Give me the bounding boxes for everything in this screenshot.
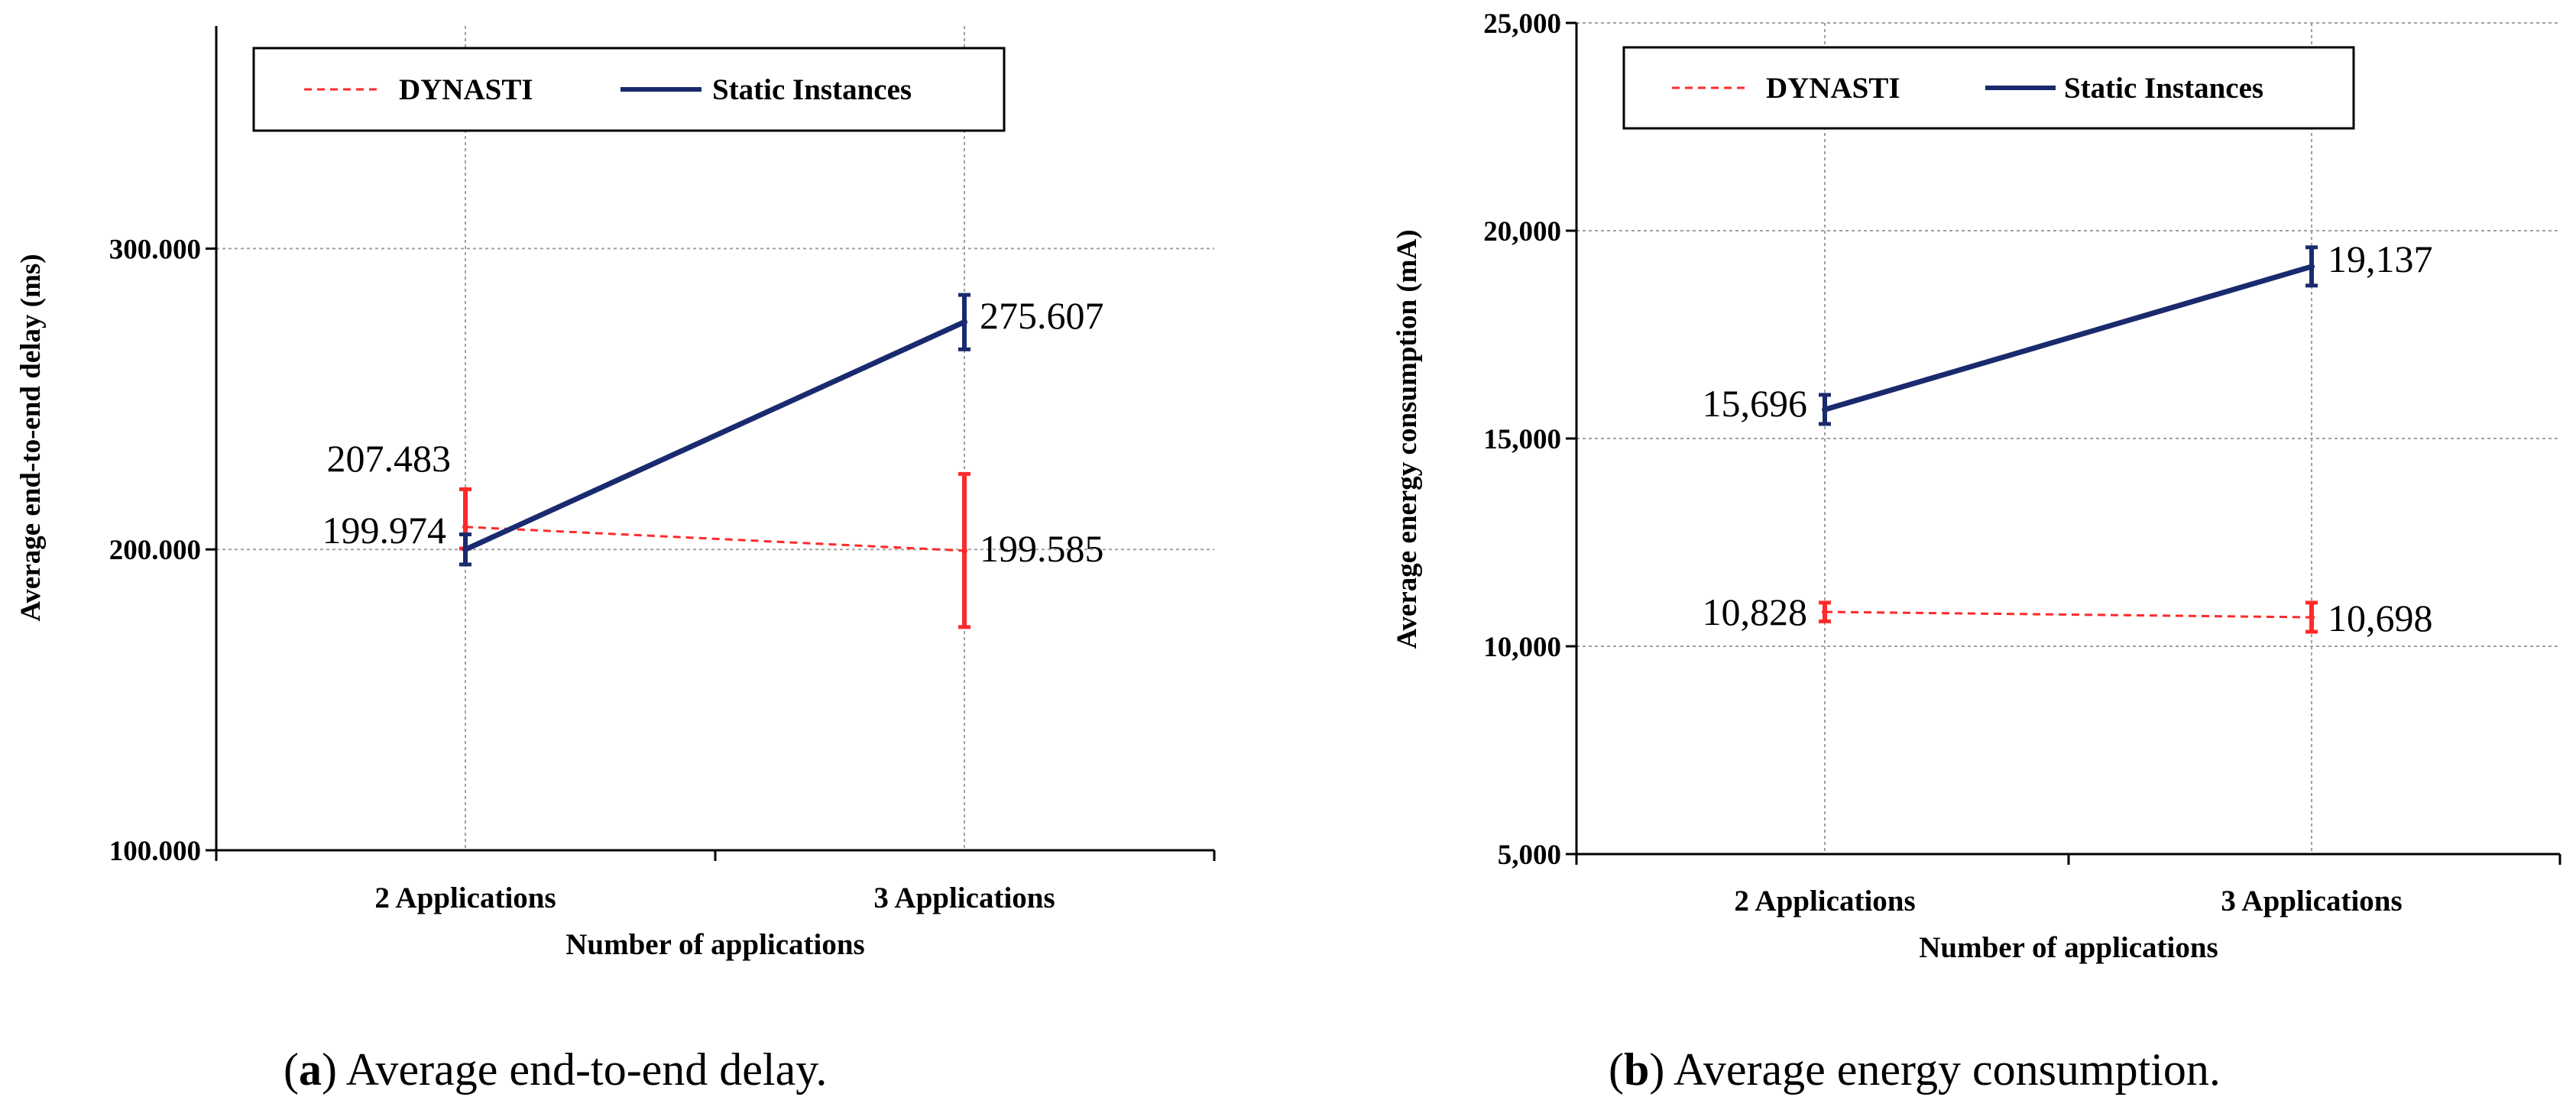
panel-b-y-tick-label: 10,000 — [1483, 632, 1561, 663]
panel-a-data-point — [961, 547, 967, 554]
panel-b-y-ticks: 5,000 10,000 15,000 20,000 25,000 — [1483, 8, 1576, 871]
panel-b-legend-dynasti-label: DYNASTI — [1766, 72, 1900, 105]
panel-b-y-tick-label: 20,000 — [1483, 216, 1561, 248]
panel-b-x-tick-label: 3 Applications — [2221, 885, 2402, 917]
panel-b-y-axis-label: Average energy consumption (mA) — [1392, 229, 1423, 649]
panel-b-series-static-instances: 15,696 19,137 — [1703, 238, 2433, 426]
panel-b-data-point — [1822, 406, 1828, 413]
panel-b-x-axis-label: Number of applications — [1919, 931, 2218, 964]
panel-b-series-dynasti: 10,828 10,698 — [1703, 591, 2433, 639]
panel-b-y-tick-label: 25,000 — [1483, 8, 1561, 40]
panel-a-series: 207.483 199.585 199.974 275.607 — [322, 293, 1104, 629]
panel-a-series-line — [465, 526, 965, 552]
panel-a-data-point — [462, 546, 468, 553]
panel-a-y-tick-label: 200.000 — [109, 535, 201, 566]
panel-b-y-tick-label: 15,000 — [1483, 424, 1561, 455]
panel-b-axes — [1575, 23, 2561, 865]
panel-a-legend-static-label: Static Instances — [712, 73, 912, 106]
panel-a-legend: DYNASTI Static Instances — [252, 47, 1006, 132]
panel-b-gridlines — [1576, 22, 2560, 854]
panel-a-delay-chart: 100.000 200.000 300.000 Average end-to-end… — [15, 26, 1216, 1095]
panel-b-legend-static-label: Static Instances — [2064, 72, 2263, 105]
panel-b-legend: DYNASTI Static Instances — [1622, 46, 2355, 130]
panel-a-y-tick-label: 100.000 — [109, 836, 201, 867]
panel-b-x-tick-label: 2 Applications — [1734, 885, 1915, 917]
panel-b-series-line — [1824, 610, 2312, 619]
panel-a-series-line — [464, 319, 966, 552]
panel-a-data-point — [961, 319, 967, 325]
panel-a-data-label: 275.607 — [980, 294, 1104, 337]
panel-a-axes — [215, 26, 1216, 861]
panel-a-x-axis-label: Number of applications — [565, 928, 865, 961]
panel-a-caption: (a) Average end-to-end delay. — [284, 1044, 827, 1095]
panel-b-data-label: 10,828 — [1703, 591, 1808, 633]
panel-a-y-ticks: 100.000 200.000 300.000 — [109, 234, 216, 867]
panel-b-caption: (b) Average energy consumption. — [1609, 1044, 2221, 1095]
panel-a-data-label: 199.585 — [980, 527, 1104, 570]
panel-b-y-tick-label: 5,000 — [1498, 840, 1561, 871]
panel-a-data-label: 199.974 — [322, 509, 447, 552]
panel-a-legend-dynasti-label: DYNASTI — [399, 73, 533, 106]
panel-a-y-axis-label: Average end-to-end delay (ms) — [15, 254, 47, 621]
panel-a-data-point — [462, 523, 468, 530]
panel-a-y-tick-label: 300.000 — [109, 234, 201, 265]
panel-b-energy-chart: 5,000 10,000 15,000 20,000 25,000 Average en… — [1392, 8, 2561, 1095]
panel-a-x-tick-label: 3 Applications — [873, 882, 1055, 914]
panel-a-caption-label: a — [299, 1044, 322, 1095]
panel-b-data-point — [2309, 263, 2315, 270]
panel-b-data-label: 15,696 — [1703, 382, 1808, 425]
panel-a-gridlines — [216, 26, 1214, 850]
panel-a-caption-text: Average end-to-end delay. — [346, 1044, 828, 1095]
panel-b-data-point — [1822, 608, 1828, 615]
panel-a-x-tick-label: 2 Applications — [374, 882, 556, 914]
panel-b-data-point — [2309, 614, 2315, 621]
panel-b-data-label: 19,137 — [2328, 238, 2433, 280]
panel-a-series-static-instances: 199.974 275.607 — [322, 293, 1104, 567]
panel-b-series: 10,828 10,698 15,696 19,137 — [1703, 238, 2433, 639]
panel-b-caption-label: b — [1624, 1044, 1649, 1095]
panel-a-data-label: 207.483 — [327, 437, 452, 480]
panel-b-data-label: 10,698 — [2328, 597, 2433, 639]
panel-b-caption-text: Average energy consumption. — [1674, 1044, 2221, 1095]
panel-b-series-line — [1824, 264, 2312, 413]
